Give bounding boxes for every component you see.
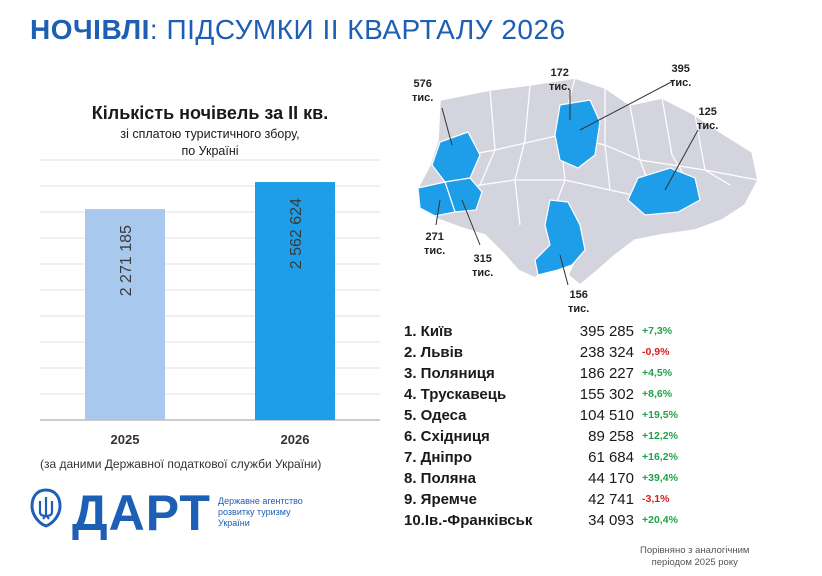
city-change: +19,5% bbox=[642, 409, 678, 421]
city-change: +20,4% bbox=[642, 514, 678, 526]
city-name: 9. Яремче bbox=[404, 491, 477, 508]
trident-logo-icon bbox=[30, 488, 62, 528]
agency-line-2: розвитку туризму bbox=[218, 507, 291, 517]
logo-wordmark: ДАРТ bbox=[72, 485, 211, 541]
city-change: +8,6% bbox=[642, 388, 673, 400]
city-value: 104 510 bbox=[579, 407, 634, 424]
city-name: 1. Київ bbox=[404, 323, 453, 340]
city-value: 238 324 bbox=[579, 344, 634, 361]
city-change: +4,5% bbox=[642, 367, 673, 379]
map-label-271: 271 тис. bbox=[424, 231, 446, 257]
page-title: НОЧІВЛІ: ПІДСУМКИ ІІ КВАРТАЛУ 2026 bbox=[30, 14, 566, 46]
region-odesa bbox=[534, 199, 586, 276]
agency-line-1: Державне агентство bbox=[218, 496, 303, 506]
bar-2026 bbox=[255, 182, 335, 420]
comparison-note-line-1: Порівняно з аналогічним bbox=[640, 545, 750, 556]
city-value: 395 285 bbox=[579, 323, 634, 340]
city-value: 89 258 bbox=[588, 428, 634, 445]
agency-name: Державне агентство розвитку туризму Укра… bbox=[218, 496, 303, 529]
agency-line-3: України bbox=[218, 518, 250, 528]
region-zakarpattia bbox=[417, 181, 456, 217]
title-bold: НОЧІВЛІ bbox=[30, 14, 150, 45]
city-change: +39,4% bbox=[642, 472, 678, 484]
map-label-576: 576 тис. bbox=[412, 78, 434, 104]
city-value: 42 741 bbox=[588, 491, 634, 508]
city-name: 3. Поляниця bbox=[404, 365, 495, 382]
map-country-shape bbox=[417, 77, 759, 286]
title-rest: : ПІДСУМКИ ІІ КВАРТАЛУ 2026 bbox=[149, 14, 566, 45]
city-change: +7,3% bbox=[642, 325, 673, 337]
city-value: 155 302 bbox=[579, 386, 634, 403]
comparison-note: Порівняно з аналогічним періодом 2025 ро… bbox=[640, 545, 749, 569]
map-label-125: 125 тис. bbox=[697, 106, 719, 132]
bar-value-label: 2 271 185 bbox=[118, 225, 135, 296]
ukraine-map bbox=[417, 77, 759, 286]
city-name: 6. Східниця bbox=[404, 428, 490, 445]
city-name: 10.Ів.-Франківськ bbox=[404, 512, 533, 529]
chart-subtitle-1: зі сплатою туристичного збору, bbox=[120, 127, 300, 141]
region-dnipro bbox=[627, 167, 701, 216]
city-name: 8. Поляна bbox=[404, 470, 476, 487]
city-change: +12,2% bbox=[642, 430, 678, 442]
map-label-172: 172 тис. bbox=[549, 67, 571, 93]
city-name: 5. Одеса bbox=[404, 407, 467, 424]
bar-2025 bbox=[85, 209, 165, 420]
city-value: 186 227 bbox=[579, 365, 634, 382]
map-label-395: 395 тис. bbox=[670, 63, 692, 89]
comparison-note-line-2: періодом 2025 року bbox=[651, 557, 738, 568]
chart-title: Кількість ночівель за ІІ кв. bbox=[91, 103, 329, 123]
bar-chart: 2 271 185 2025 2 562 624 2026 bbox=[40, 159, 380, 447]
map-highlighted-regions bbox=[417, 99, 701, 276]
region-kyiv bbox=[554, 99, 601, 169]
map-label-156: 156 тис. bbox=[568, 289, 590, 315]
category-label: 2026 bbox=[281, 432, 310, 447]
city-name: 7. Дніпро bbox=[404, 449, 472, 466]
city-value: 44 170 bbox=[588, 470, 634, 487]
chart-subtitle-2: по Україні bbox=[181, 144, 239, 158]
city-change: -3,1% bbox=[642, 493, 670, 505]
category-label: 2025 bbox=[111, 432, 140, 447]
city-value: 34 093 bbox=[588, 512, 634, 529]
city-change: +16,2% bbox=[642, 451, 678, 463]
source-footnote: (за даними Державної податкової служби У… bbox=[40, 457, 322, 471]
bar-value-label: 2 562 624 bbox=[288, 198, 305, 269]
city-name: 4. Трускавець bbox=[404, 386, 507, 403]
city-value: 61 684 bbox=[588, 449, 634, 466]
map-leader-lines bbox=[435, 79, 699, 286]
city-name: 2. Львів bbox=[404, 344, 464, 361]
map-label-315: 315 тис. bbox=[472, 253, 494, 279]
city-change: -0,9% bbox=[642, 346, 670, 358]
